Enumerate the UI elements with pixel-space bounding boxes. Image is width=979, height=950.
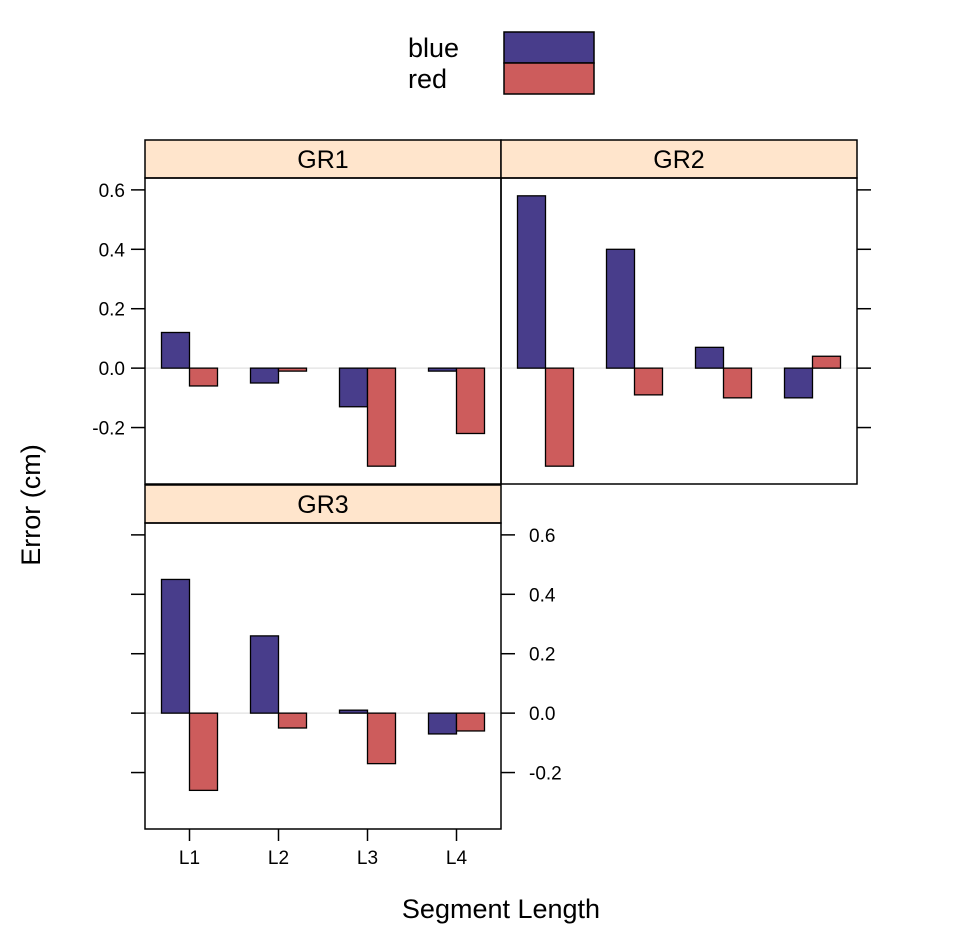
legend-label-red: red bbox=[408, 64, 447, 94]
panel-gr1: GR1 -0.2 0.0 0.2 0.4 0.6 bbox=[92, 139, 502, 485]
bar-gr3-red-l3 bbox=[366, 712, 397, 765]
bar-gr1-red-l1 bbox=[188, 367, 219, 387]
bar-gr3-red-l2 bbox=[277, 712, 308, 729]
y-axis-title: Error (cm) bbox=[16, 444, 46, 565]
bar-gr1-blue-l2 bbox=[249, 367, 280, 384]
y-tick-label: -0.2 bbox=[92, 419, 125, 440]
bar-gr3-red-l1 bbox=[188, 712, 219, 792]
bar-gr2-red-l4 bbox=[811, 355, 842, 369]
y-tick-label: 0.0 bbox=[529, 704, 555, 725]
bar-gr1-blue-l3 bbox=[338, 367, 369, 408]
bar-gr2-blue-l4 bbox=[783, 367, 814, 399]
bar-gr1-red-l4 bbox=[455, 367, 486, 435]
bar-gr3-blue-l3 bbox=[338, 709, 369, 714]
bar-gr1-red-l3 bbox=[366, 367, 397, 467]
bar-gr2-red-l1 bbox=[544, 367, 575, 467]
legend-label-blue: blue bbox=[408, 33, 459, 63]
x-tick-label-l3: L3 bbox=[357, 848, 378, 869]
bar-gr1-blue-l4 bbox=[427, 367, 458, 372]
strip-label: GR2 bbox=[653, 146, 704, 174]
bar-gr3-red-l4 bbox=[455, 712, 486, 732]
y-tick-label: 0.0 bbox=[99, 359, 125, 380]
bar-gr3-blue-l2 bbox=[249, 635, 280, 714]
panel-frame bbox=[144, 177, 502, 485]
y-tick-label: -0.2 bbox=[529, 764, 562, 785]
bar-gr1-blue-l1 bbox=[160, 331, 191, 369]
bar-gr2-red-l3 bbox=[722, 367, 753, 399]
bar-gr3-blue-l4 bbox=[427, 712, 458, 735]
bar-gr2-blue-l1 bbox=[516, 195, 547, 369]
legend-swatch-blue bbox=[503, 31, 595, 64]
strip-label: GR1 bbox=[297, 146, 348, 174]
y-tick-label: 0.2 bbox=[99, 300, 125, 321]
bar-gr1-red-l2 bbox=[277, 367, 308, 372]
panel-gr3: GR3 -0.2 0.0 0.2 0.4 0.6 L1 L2 L3 L4 bbox=[131, 484, 562, 869]
x-tick-label-l1: L1 bbox=[179, 848, 200, 869]
legend-swatch-red bbox=[503, 62, 595, 95]
y-tick-label: 0.6 bbox=[529, 526, 555, 547]
x-tick-label-l4: L4 bbox=[446, 848, 468, 869]
bar-gr2-blue-l2 bbox=[605, 248, 636, 369]
x-axis-title: Segment Length bbox=[402, 894, 600, 924]
panel-gr2: GR2 bbox=[500, 139, 871, 485]
strip-gr2 bbox=[500, 139, 858, 179]
panel-frame bbox=[500, 177, 858, 485]
bar-gr2-red-l2 bbox=[633, 367, 664, 396]
panel-frame bbox=[144, 522, 502, 830]
bar-gr3-blue-l1 bbox=[160, 578, 191, 714]
y-tick-label: 0.4 bbox=[99, 240, 126, 261]
strip-gr1 bbox=[144, 139, 502, 179]
y-tick-label: 0.6 bbox=[99, 181, 125, 202]
strip-label: GR3 bbox=[297, 491, 348, 519]
bar-gr2-blue-l3 bbox=[694, 346, 725, 369]
y-tick-label: 0.2 bbox=[529, 645, 555, 666]
legend: blue red bbox=[408, 31, 595, 95]
x-tick-label-l2: L2 bbox=[268, 848, 289, 869]
panels: GR1 -0.2 0.0 0.2 0.4 0.6 GR2 GR3 -0.2 0.0 0.2 0.4 0.… bbox=[92, 139, 871, 869]
y-tick-label: 0.4 bbox=[529, 585, 556, 606]
